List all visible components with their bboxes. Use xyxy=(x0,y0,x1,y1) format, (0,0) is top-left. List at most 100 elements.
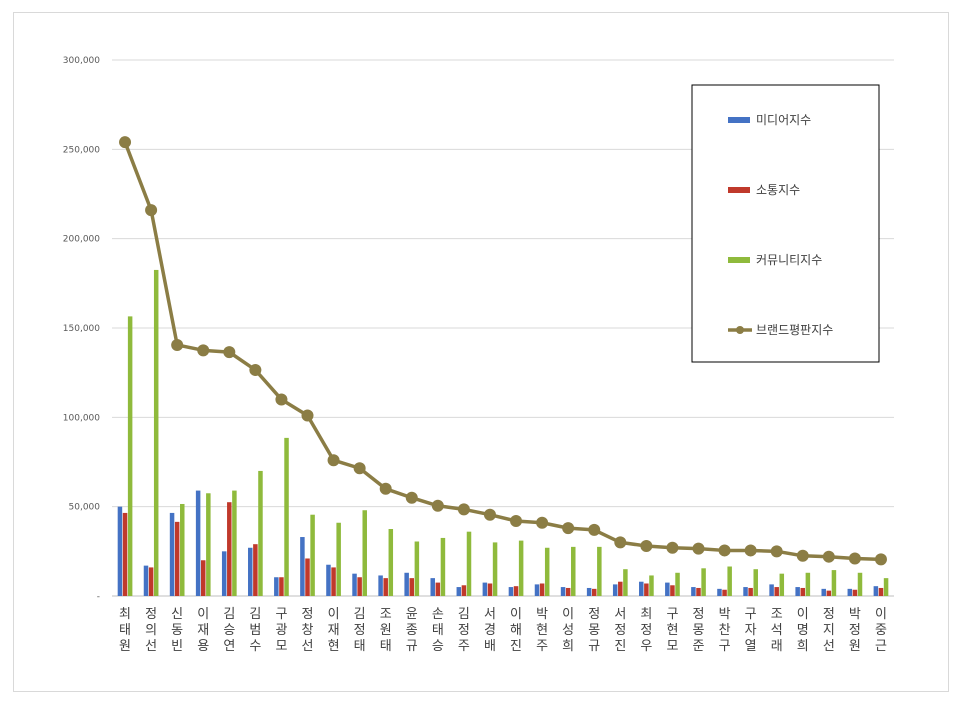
line-point xyxy=(718,544,731,557)
bar xyxy=(696,587,701,596)
bar xyxy=(378,575,383,596)
bar xyxy=(404,572,409,596)
bar xyxy=(456,587,462,596)
bar xyxy=(649,575,654,596)
bar xyxy=(753,569,758,596)
bar xyxy=(701,568,706,596)
bar xyxy=(122,512,128,596)
bar-series xyxy=(117,269,889,596)
bar xyxy=(492,542,498,596)
y-tick-label: 300,000 xyxy=(63,56,100,66)
bar xyxy=(326,564,331,596)
bar xyxy=(618,581,623,596)
bar xyxy=(466,531,472,596)
line-point xyxy=(457,503,470,516)
legend-swatch-marker xyxy=(736,326,744,334)
bar xyxy=(727,566,732,596)
line-point xyxy=(588,523,601,536)
line-point xyxy=(223,346,236,359)
line-point xyxy=(510,514,523,527)
bar xyxy=(362,510,367,596)
bar xyxy=(565,587,571,596)
bar xyxy=(180,503,185,596)
bar xyxy=(274,577,279,596)
y-tick-label: 150,000 xyxy=(63,324,100,334)
bar xyxy=(117,506,123,596)
bar xyxy=(409,578,415,596)
bar xyxy=(440,537,446,596)
bar xyxy=(383,578,388,596)
bar xyxy=(414,541,420,596)
bar xyxy=(722,589,727,596)
bar xyxy=(534,584,540,596)
y-tick-label: 250,000 xyxy=(63,145,100,155)
bar xyxy=(670,585,675,596)
legend-swatch xyxy=(728,257,750,263)
line-point xyxy=(562,522,575,535)
line-point xyxy=(874,553,887,566)
bar xyxy=(143,565,149,596)
line-point xyxy=(848,552,861,565)
legend-label: 커뮤니티지수 xyxy=(756,253,822,267)
bar xyxy=(127,316,133,596)
bar xyxy=(857,572,863,596)
bar xyxy=(544,547,550,596)
line-point xyxy=(692,542,705,555)
line-point xyxy=(171,338,184,351)
bar xyxy=(597,546,602,596)
bar xyxy=(279,577,284,596)
bar xyxy=(873,586,879,596)
bar xyxy=(644,583,649,596)
bar xyxy=(357,577,362,596)
bar xyxy=(847,588,853,596)
line-point xyxy=(275,393,288,406)
line-point xyxy=(327,454,340,467)
bar xyxy=(571,546,576,596)
x-axis: 최 태 원 정 의 선 신 동 빈 이 재 용 김 승 연 김 범 수 구 광 모 정 창 선 이 재 현 김 정 태 조 원 태 윤 종 규 손 태 승 김… xyxy=(119,607,887,654)
line-point xyxy=(379,482,392,495)
bar xyxy=(148,567,154,596)
bar xyxy=(774,587,779,596)
y-tick-label: 200,000 xyxy=(63,235,100,245)
bar xyxy=(248,547,253,596)
line-point xyxy=(431,499,444,512)
bar xyxy=(508,587,514,596)
bar xyxy=(639,581,644,596)
bar xyxy=(691,587,696,596)
bar xyxy=(612,584,618,596)
line-point xyxy=(197,344,210,357)
bar xyxy=(779,573,785,596)
bar xyxy=(206,493,211,596)
legend-label: 미디어지수 xyxy=(756,113,811,127)
y-tick-label: 100,000 xyxy=(63,413,100,423)
bar xyxy=(174,521,180,596)
line-point xyxy=(119,136,132,149)
bar xyxy=(300,537,305,596)
bar xyxy=(253,544,258,596)
line-point xyxy=(301,409,314,422)
bar xyxy=(800,587,806,596)
line-point xyxy=(483,508,496,521)
bar xyxy=(883,578,889,596)
bar xyxy=(518,540,524,596)
